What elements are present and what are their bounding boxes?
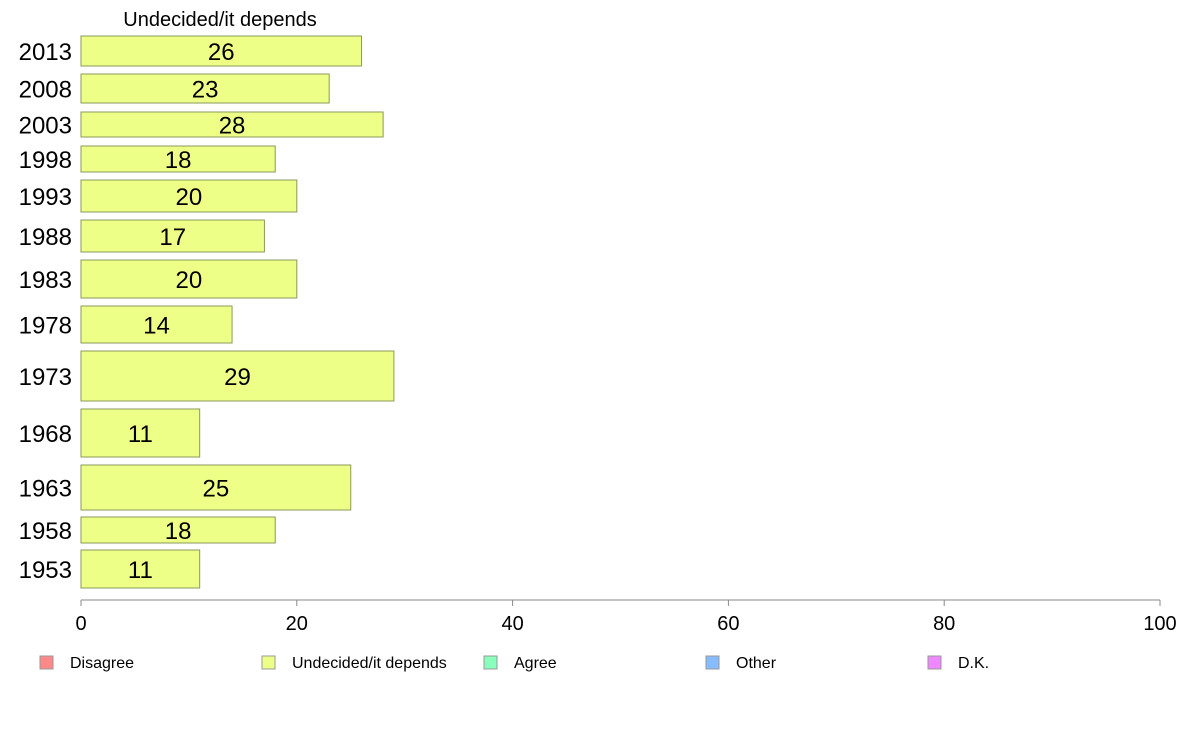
y-label-2003: 2003: [19, 113, 72, 140]
legend: Disagree Undecided/it depends Agree Other D.…: [39, 655, 989, 672]
legend-swatch-1: [261, 655, 276, 670]
value-label-1978: 14: [143, 313, 170, 340]
legend-swatch-3: [705, 655, 720, 670]
bar-1988: [80, 219, 265, 253]
bar-2008: [80, 73, 330, 104]
bar-2013: [80, 35, 363, 67]
value-label-1963: 25: [203, 476, 230, 503]
bar-1983: [80, 259, 298, 299]
value-label-1953: 11: [128, 557, 153, 584]
bar-1973: [80, 350, 395, 402]
x-tick-label-40: 40: [501, 613, 523, 635]
x-tick-label-100: 100: [1143, 613, 1176, 635]
value-label-1988: 17: [159, 224, 186, 251]
y-label-1988: 1988: [19, 224, 72, 251]
y-label-1973: 1973: [19, 364, 72, 391]
y-label-1978: 1978: [19, 313, 72, 340]
y-label-1983: 1983: [19, 267, 72, 294]
y-label-1998: 1998: [19, 147, 72, 174]
value-label-2003: 28: [219, 113, 246, 140]
x-axis: 0 20 40 60 80 100: [75, 599, 1177, 635]
bar-1978: [80, 305, 233, 344]
legend-swatch-0: [39, 655, 54, 670]
x-tick-label-0: 0: [75, 613, 86, 635]
y-label-2013: 2013: [19, 39, 72, 66]
x-tick-label-20: 20: [286, 613, 308, 635]
x-tick-label-80: 80: [933, 613, 955, 635]
y-label-1963: 1963: [19, 476, 72, 503]
value-label-2008: 23: [192, 77, 219, 104]
legend-label-3: Other: [736, 655, 777, 672]
legend-swatch-2: [483, 655, 498, 670]
y-label-1968: 1968: [19, 421, 72, 448]
x-tick-label-60: 60: [717, 613, 739, 635]
value-label-1958: 18: [165, 518, 192, 545]
legend-label-0: Disagree: [70, 655, 134, 672]
bar-1953: [80, 549, 201, 589]
bar-1998: [80, 145, 276, 173]
value-label-1993: 20: [176, 184, 203, 211]
bar-1958: [80, 516, 276, 544]
value-label-1983: 20: [176, 267, 203, 294]
panel-title: Undecided/it depends: [123, 9, 316, 31]
y-label-1993: 1993: [19, 184, 72, 211]
y-label-2008: 2008: [19, 77, 72, 104]
bar-1993: [80, 179, 298, 213]
y-label-1953: 1953: [19, 557, 72, 584]
value-label-2013: 26: [208, 39, 235, 66]
bar-1963: [80, 464, 352, 511]
legend-label-1: Undecided/it depends: [292, 655, 447, 672]
value-label-1998: 18: [165, 147, 192, 174]
bar-2003: [80, 111, 384, 138]
value-label-1968: 11: [128, 421, 153, 448]
y-label-1958: 1958: [19, 518, 72, 545]
legend-label-2: Agree: [514, 655, 557, 672]
legend-label-4: D.K.: [958, 655, 989, 672]
value-label-1973: 29: [224, 364, 251, 391]
bar-1968: [80, 408, 201, 458]
legend-swatch-4: [927, 655, 942, 670]
bars-group: 2013 26 2008 23 2003 28 1998 18 1993 20 1988 17 1983…: [19, 35, 395, 589]
